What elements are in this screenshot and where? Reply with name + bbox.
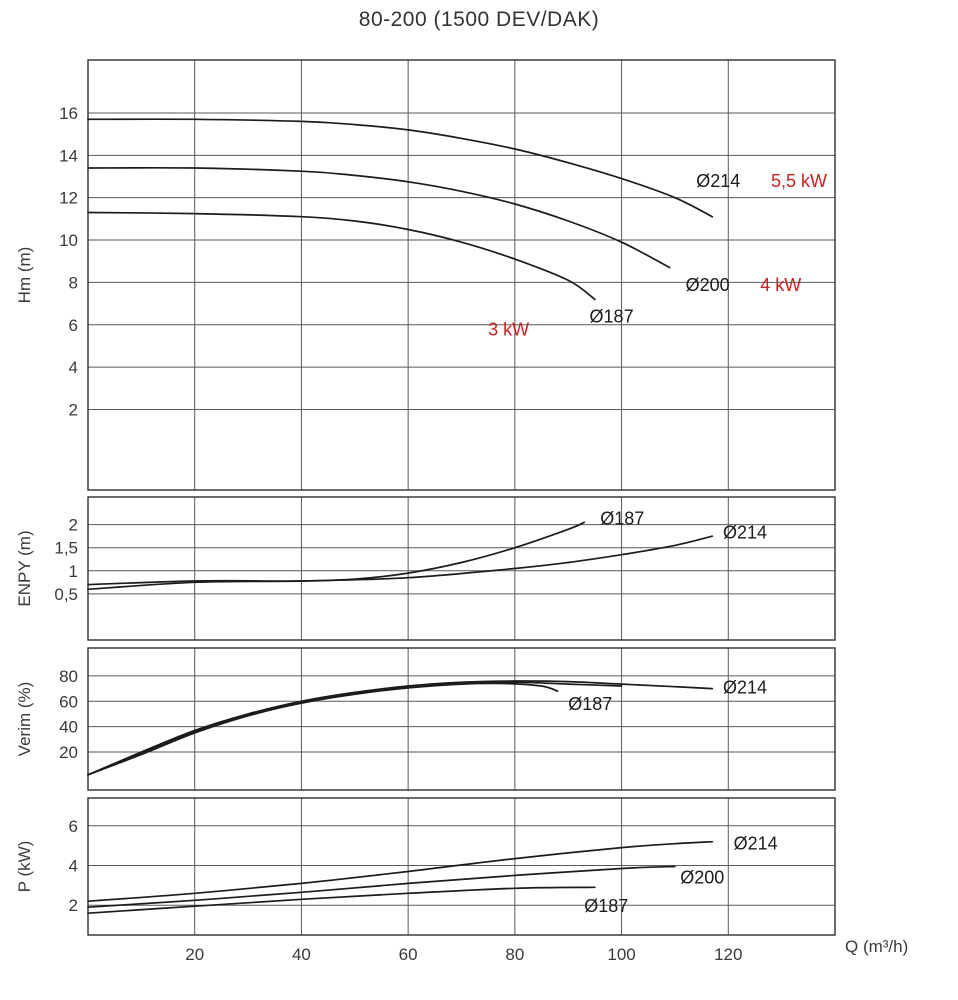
y-axis-label: ENPY (m) xyxy=(15,530,34,606)
power-label: 5,5 kW xyxy=(771,171,827,191)
curve-Ø187 xyxy=(87,682,559,776)
x-tick-label: 100 xyxy=(607,945,635,964)
power-label: 4 kW xyxy=(760,275,801,295)
x-tick-label: 60 xyxy=(399,945,418,964)
chart-title: 80-200 (1500 DEV/DAK) xyxy=(358,8,600,31)
curve-label: Ø214 xyxy=(723,678,767,698)
y-tick-label: 6 xyxy=(69,316,78,335)
y-tick-label: 8 xyxy=(69,273,78,292)
panel-efficiency: 20 40 60 80 Verim (%) Ø187 Ø214 xyxy=(15,647,836,791)
curve-Ø214 xyxy=(87,680,714,776)
panel-border xyxy=(87,647,836,791)
panel-head: 2 4 6 8 10 12 14 16 Hm (m) Ø214 5,5 kW Ø200 4 kW Ø187… xyxy=(15,59,836,491)
x-tick-label: 20 xyxy=(185,945,204,964)
panel-npsh: 0,5 1 1,5 2 ENPY (m) Ø187 Ø214 xyxy=(15,496,836,641)
curve-label: Ø200 xyxy=(686,275,730,295)
curve-label: Ø187 xyxy=(590,307,634,327)
x-axis: 20 40 60 80 100 120 Q (m³/h) xyxy=(185,937,908,964)
y-tick-label: 60 xyxy=(59,692,78,711)
x-tick-label: 120 xyxy=(714,945,742,964)
curve-label: Ø214 xyxy=(696,171,740,191)
y-tick-label: 10 xyxy=(59,231,78,250)
y-tick-label: 40 xyxy=(59,718,78,737)
curve-label: Ø187 xyxy=(600,509,644,529)
y-tick-label: 16 xyxy=(59,104,78,123)
power-label: 3 kW xyxy=(488,319,529,339)
y-tick-label: 6 xyxy=(69,817,78,836)
y-axis-label: Hm (m) xyxy=(15,247,34,304)
curve-Ø187 xyxy=(87,886,596,915)
panel-border xyxy=(87,797,836,936)
curve-label: Ø214 xyxy=(723,523,767,543)
y-axis-label: P (kW) xyxy=(15,841,34,893)
y-tick-label: 1,5 xyxy=(54,539,78,558)
y-tick-label: 2 xyxy=(69,401,78,420)
panel-border xyxy=(87,59,836,491)
y-tick-label: 2 xyxy=(69,896,78,915)
curve-label: Ø187 xyxy=(568,694,612,714)
curve-Ø200 xyxy=(87,166,671,269)
y-tick-label: 80 xyxy=(59,667,78,686)
curve-Ø200 xyxy=(87,865,676,909)
y-tick-label: 14 xyxy=(59,146,78,165)
y-tick-label: 0,5 xyxy=(54,585,78,604)
panel-power: 2 4 6 P (kW) Ø214 Ø200 Ø187 xyxy=(15,797,836,936)
curve-Ø187 xyxy=(87,521,586,586)
y-tick-label: 4 xyxy=(69,358,78,377)
curve-Ø187 xyxy=(87,211,596,301)
curve-Ø200 xyxy=(87,681,623,776)
y-axis-label: Verim (%) xyxy=(15,682,34,757)
curve-label: Ø214 xyxy=(734,834,778,854)
curve-Ø214 xyxy=(87,535,714,591)
x-tick-label: 80 xyxy=(505,945,524,964)
curve-label: Ø200 xyxy=(680,867,724,887)
curve-Ø214 xyxy=(87,118,714,218)
panel-border xyxy=(87,496,836,641)
x-axis-label: Q (m³/h) xyxy=(845,937,908,956)
x-tick-label: 40 xyxy=(292,945,311,964)
y-tick-label: 1 xyxy=(69,562,78,581)
curve-label: Ø187 xyxy=(584,896,628,916)
y-tick-label: 12 xyxy=(59,189,78,208)
curve-Ø214 xyxy=(87,840,714,903)
y-tick-label: 4 xyxy=(69,857,78,876)
y-tick-label: 2 xyxy=(69,516,78,535)
y-tick-label: 20 xyxy=(59,743,78,762)
